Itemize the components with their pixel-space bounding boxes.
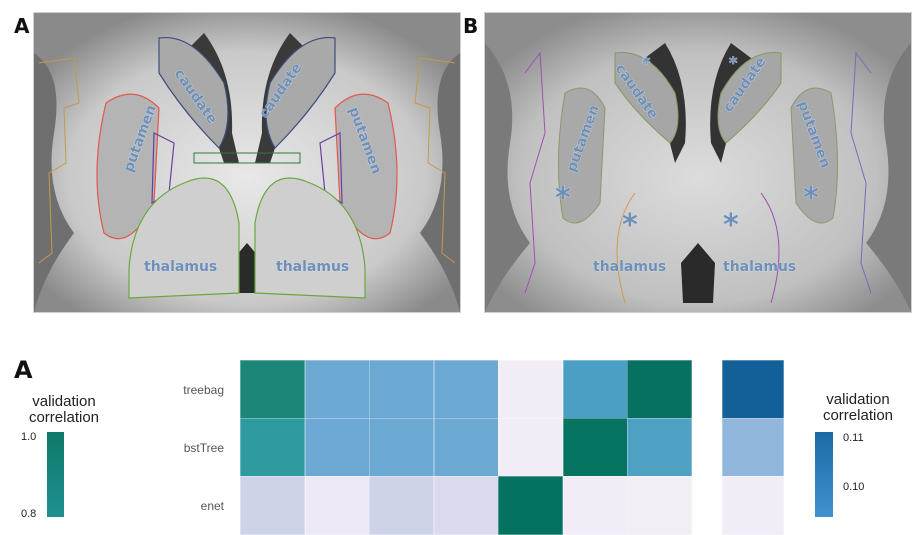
thalamus-label-right: thalamus <box>276 259 349 275</box>
legend-right-tick-1: 0.11 <box>843 432 864 444</box>
legend-left-title-line1: validation <box>32 393 96 410</box>
mri-image-b: caudate caudate putamen putamen thalamus… <box>484 12 912 313</box>
heatmap-cell <box>369 418 434 477</box>
heatmap-cell <box>369 476 434 535</box>
heatmap-cell <box>240 360 305 419</box>
asterisk-marker: * <box>803 181 819 216</box>
panel-label-a-bottom: A <box>14 356 33 384</box>
legend-right-title-line1: validation <box>826 391 890 408</box>
heatmap-cell <box>627 476 692 535</box>
asterisk-marker: * <box>555 181 571 216</box>
asterisk-marker: * <box>723 208 739 243</box>
legend-left-tick-1: 1.0 <box>21 431 37 443</box>
heatmap-cell <box>498 476 563 535</box>
heatmap-side-cell <box>722 476 784 535</box>
heatmap-cell <box>627 418 692 477</box>
panel-label-b-top: B <box>463 14 479 38</box>
heatmap-cell <box>562 418 628 477</box>
heatmap-side-cell <box>722 360 784 419</box>
heatmap-cell <box>433 418 499 477</box>
legend-left-tick-2: 0.8 <box>21 508 37 520</box>
row-label-treebag: treebag <box>183 383 224 397</box>
asterisk-marker: * <box>729 53 738 72</box>
asterisk-marker: * <box>622 208 638 243</box>
heatmap-cell <box>304 476 370 535</box>
heatmap-cell <box>498 360 563 419</box>
asterisk-marker: * <box>642 53 651 72</box>
mri-b-drawing: caudate caudate putamen putamen thalamus… <box>485 13 911 312</box>
legend-right-title-line2: correlation <box>822 407 894 424</box>
row-label-bsttree: bstTree <box>183 441 224 455</box>
heatmap-cell <box>240 418 305 477</box>
heatmap-cell <box>627 360 692 419</box>
row-label-enet: enet <box>200 499 224 513</box>
heatmap-cell <box>433 476 499 535</box>
mri-a-drawing: caudate caudate putamen putamen thalamus… <box>34 13 460 312</box>
heatmap-cell <box>304 418 370 477</box>
heatmap-cell <box>240 476 305 535</box>
mri-image-a: caudate caudate putamen putamen thalamus… <box>33 12 461 313</box>
thalamus-label-left: thalamus <box>144 259 217 275</box>
legend-right-tick-2: 0.10 <box>843 481 865 493</box>
heatmap-cell <box>498 418 563 477</box>
legend-right-colorbar <box>815 432 833 517</box>
legend-left-colorbar <box>47 432 64 517</box>
heatmap-cell <box>433 360 499 419</box>
thalamus-label-left-b: thalamus <box>593 259 666 275</box>
thalamus-label-right-b: thalamus <box>723 259 796 275</box>
legend-left-title-line2: correlation <box>28 409 100 426</box>
heatmap-cell <box>562 476 628 535</box>
heatmap-cell <box>304 360 370 419</box>
heatmap-side-cell <box>722 418 784 477</box>
panel-label-a-top: A <box>14 14 30 38</box>
heatmap-cell <box>369 360 434 419</box>
heatmap-cell <box>562 360 628 419</box>
